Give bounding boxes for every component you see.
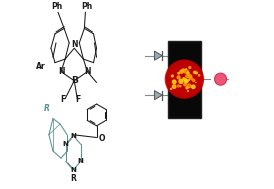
Circle shape [174,69,195,89]
Circle shape [168,63,201,96]
Circle shape [185,74,189,78]
Text: F: F [76,95,81,104]
Circle shape [184,79,188,82]
Circle shape [171,66,198,93]
Circle shape [166,61,202,97]
Text: N: N [63,141,69,147]
Circle shape [172,79,177,84]
Circle shape [176,71,192,87]
Text: F: F [60,95,65,104]
Circle shape [177,72,180,75]
Circle shape [173,68,195,90]
Circle shape [173,67,196,91]
Circle shape [190,77,193,81]
Circle shape [180,74,189,84]
Circle shape [183,77,186,81]
Circle shape [175,70,194,89]
Circle shape [172,84,177,89]
Circle shape [179,85,182,88]
Circle shape [183,83,187,87]
Circle shape [191,84,196,89]
Circle shape [177,84,180,88]
Circle shape [184,79,188,84]
Text: Ph: Ph [52,2,63,11]
Text: R: R [44,104,50,113]
Polygon shape [217,75,224,84]
Circle shape [187,90,189,92]
Circle shape [185,68,187,70]
Text: O: O [99,134,105,143]
Circle shape [195,82,197,83]
Circle shape [182,77,187,81]
Circle shape [176,75,181,80]
Circle shape [187,73,190,76]
Text: N: N [70,133,76,139]
Circle shape [176,70,193,88]
Circle shape [169,63,200,95]
Circle shape [215,73,227,85]
Circle shape [198,74,201,77]
Circle shape [183,78,187,81]
Polygon shape [155,91,162,100]
Circle shape [171,74,174,78]
Circle shape [188,74,192,79]
Text: R: R [70,174,76,183]
Text: N: N [84,67,91,76]
Circle shape [169,64,199,94]
Circle shape [187,83,192,88]
Text: N: N [70,167,76,173]
Circle shape [195,71,198,75]
Circle shape [170,88,172,90]
Text: B: B [71,76,78,85]
Circle shape [179,74,190,85]
Circle shape [186,71,190,75]
Text: N: N [58,67,64,76]
Circle shape [185,86,189,90]
Text: N: N [71,40,78,49]
Circle shape [178,79,184,84]
Circle shape [178,73,191,85]
Circle shape [167,62,202,97]
Circle shape [165,60,203,98]
Circle shape [181,75,188,83]
Circle shape [184,78,185,80]
Circle shape [188,79,190,81]
Circle shape [170,65,199,93]
Circle shape [177,72,192,86]
Circle shape [181,76,188,82]
Circle shape [184,69,189,74]
Circle shape [193,70,196,74]
Circle shape [172,67,197,92]
Circle shape [188,66,192,69]
Circle shape [185,79,189,83]
Polygon shape [155,51,162,60]
Circle shape [165,59,204,99]
Circle shape [179,69,184,74]
Text: Ar: Ar [36,62,46,71]
Bar [168,41,201,118]
Circle shape [182,77,185,80]
Text: Ph: Ph [82,2,93,11]
Circle shape [181,68,185,73]
Text: N: N [78,158,84,164]
Circle shape [192,79,195,82]
